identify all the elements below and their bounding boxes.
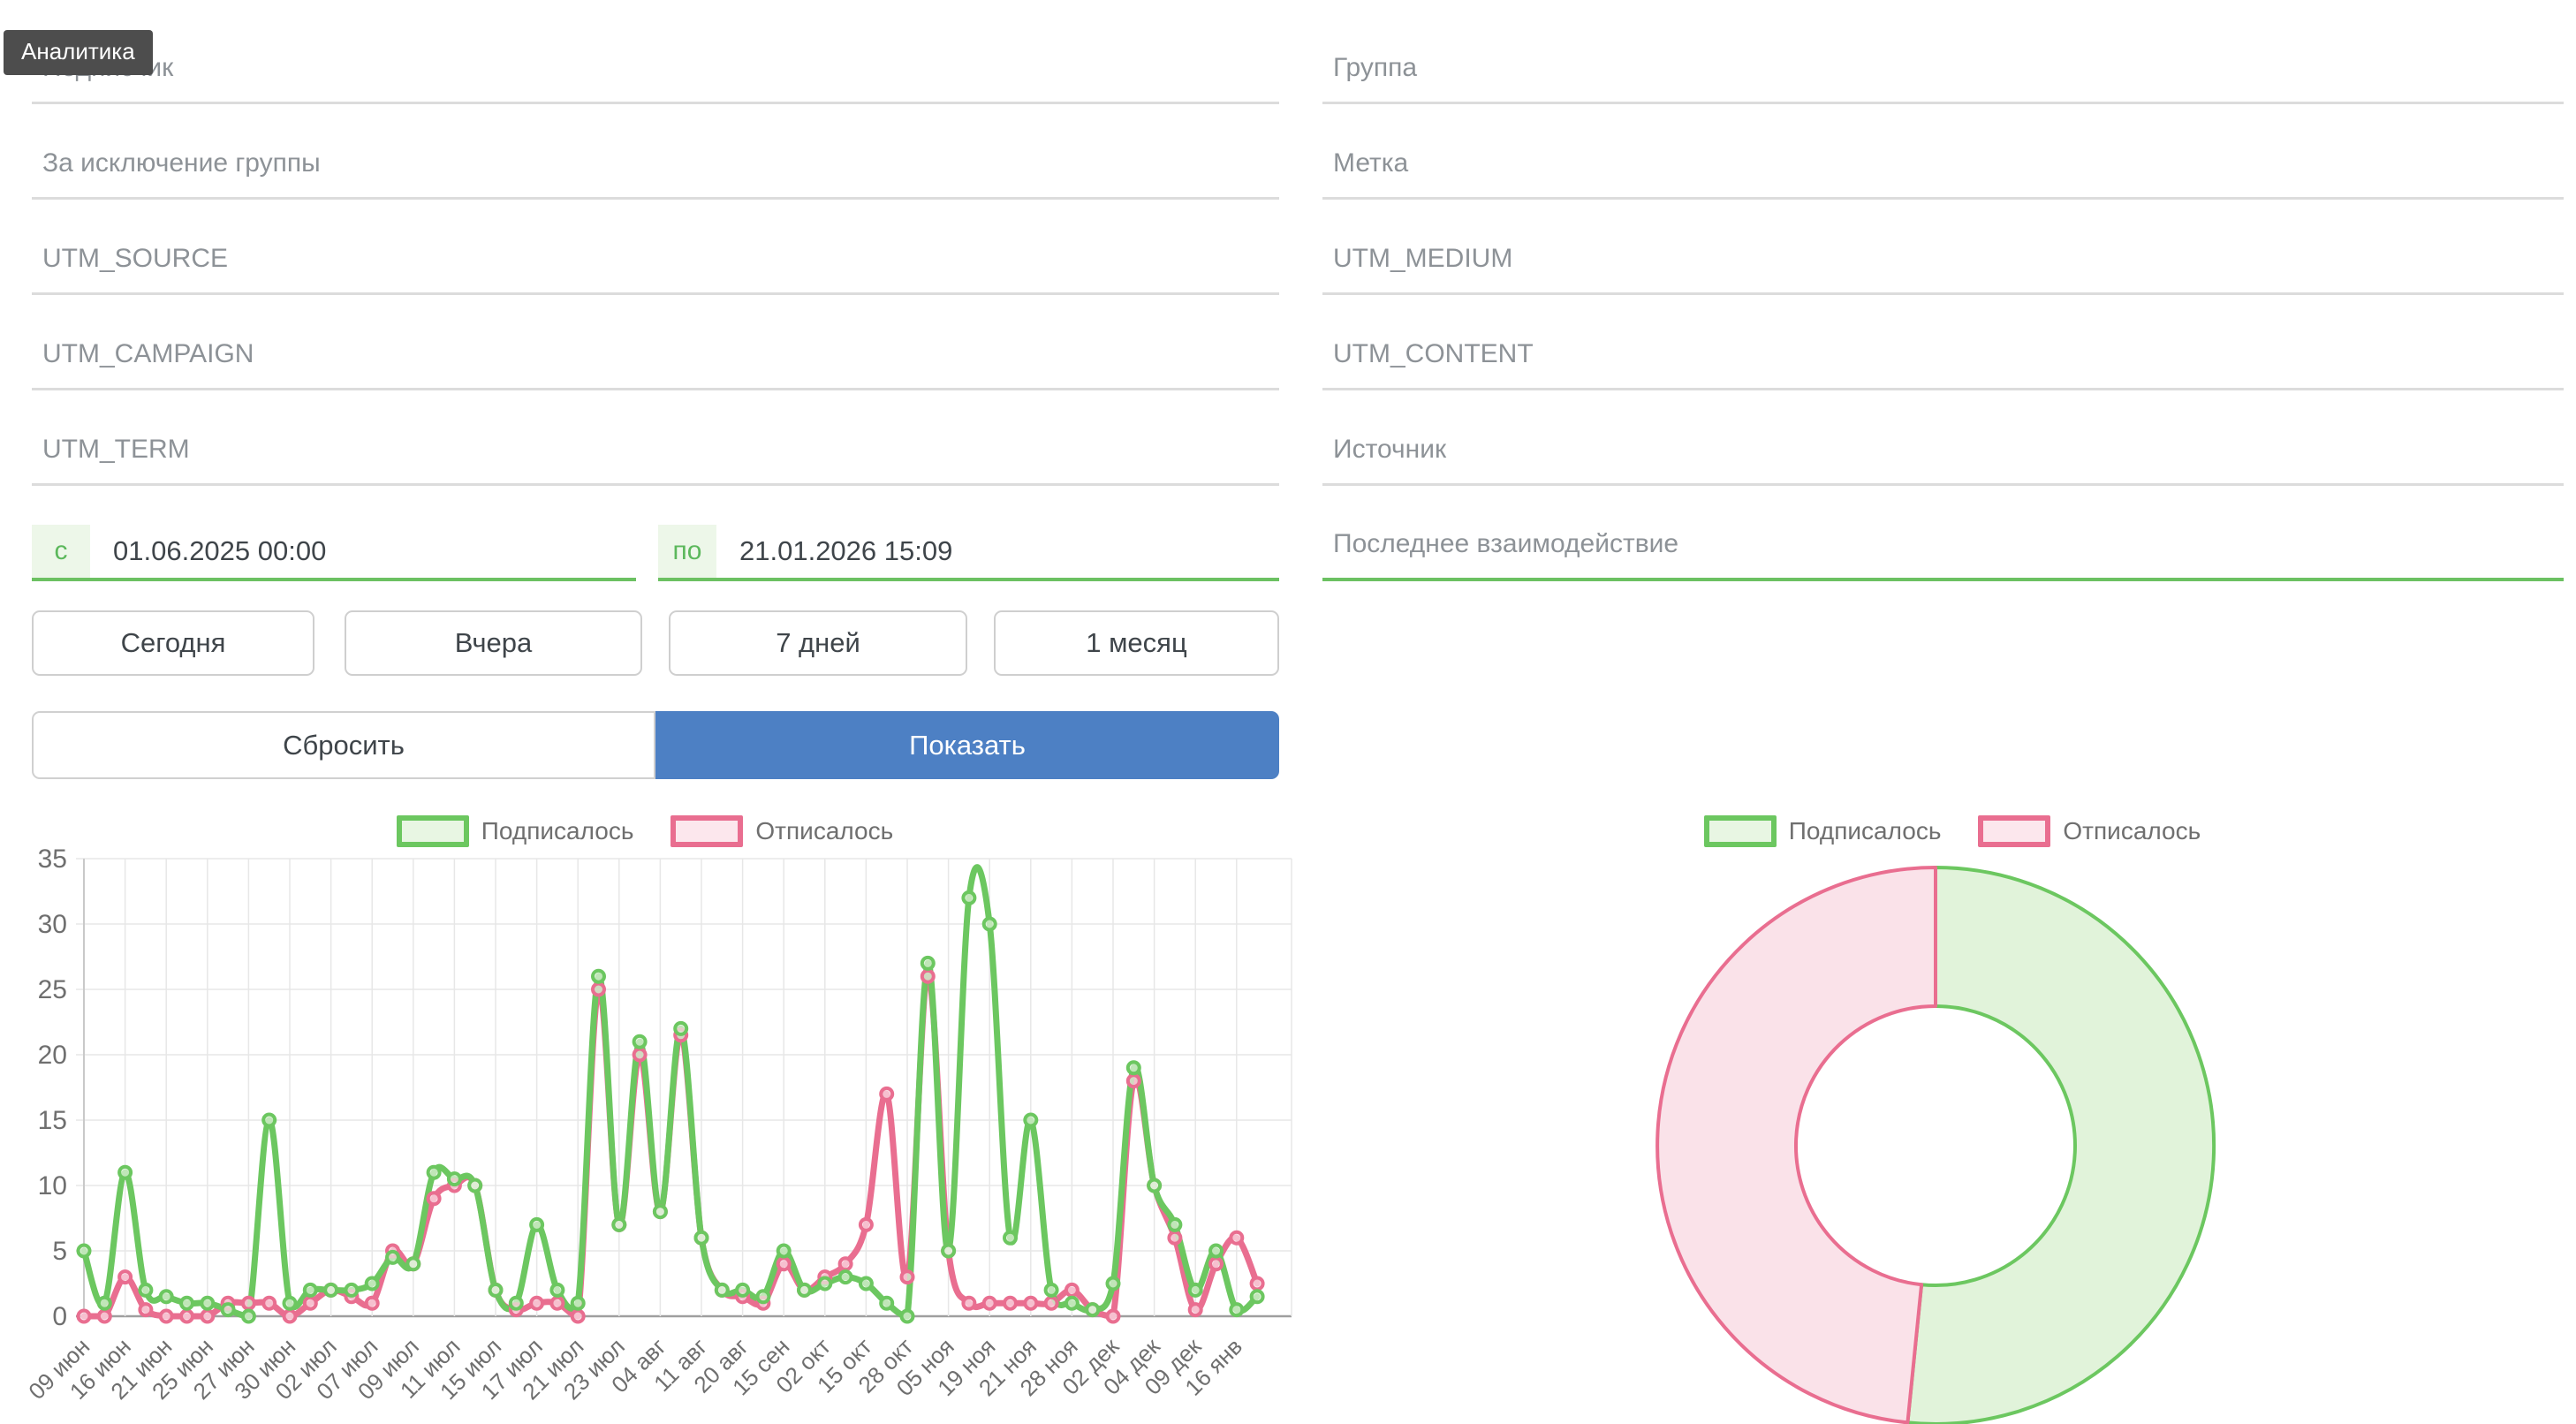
utm-medium-field[interactable] — [1322, 224, 2564, 295]
subscribed-legend-swatch[interactable] — [396, 815, 469, 847]
7days-button[interactable]: 7 дней — [669, 610, 967, 676]
donut-unsubscribed-legend-swatch[interactable] — [1978, 815, 2051, 847]
svg-text:10: 10 — [38, 1171, 67, 1201]
svg-text:35: 35 — [38, 848, 67, 874]
donut-subscribed-legend-label[interactable]: Подписалось — [1788, 817, 1942, 845]
exclude-group-field[interactable] — [32, 129, 1279, 200]
date-from-input[interactable] — [90, 525, 636, 578]
1month-button[interactable]: 1 месяц — [994, 610, 1279, 676]
subscriber-field[interactable] — [32, 34, 1279, 104]
last-interaction-field[interactable] — [1322, 511, 2564, 581]
tag-field[interactable] — [1322, 129, 2564, 200]
svg-text:5: 5 — [52, 1237, 67, 1266]
date-to-label: по — [658, 525, 716, 578]
date-to-group[interactable]: по — [658, 525, 1279, 581]
date-to-input[interactable] — [716, 525, 1279, 578]
utm-term-field[interactable] — [32, 415, 1279, 486]
svg-text:20: 20 — [38, 1041, 67, 1070]
utm-content-input[interactable] — [1322, 320, 2564, 388]
utm-term-input[interactable] — [32, 415, 1279, 483]
show-button[interactable]: Показать — [655, 711, 1279, 779]
subscriber-input[interactable] — [32, 34, 1279, 102]
subscriptions-donut-chart — [1655, 866, 2216, 1424]
utm-content-field[interactable] — [1322, 320, 2564, 390]
utm-campaign-input[interactable] — [32, 320, 1279, 388]
svg-text:25: 25 — [38, 975, 67, 1004]
date-from-group[interactable]: с — [32, 525, 636, 581]
last-interaction-input[interactable] — [1322, 511, 2564, 578]
utm-medium-input[interactable] — [1322, 224, 2564, 292]
svg-text:0: 0 — [52, 1302, 67, 1331]
date-from-label: с — [32, 525, 90, 578]
donut-unsubscribed-legend-label[interactable]: Отписалось — [2063, 817, 2201, 845]
today-button[interactable]: Сегодня — [32, 610, 314, 676]
utm-source-field[interactable] — [32, 224, 1279, 295]
utm-campaign-field[interactable] — [32, 320, 1279, 390]
unsubscribed-legend-label[interactable]: Отписалось — [755, 817, 894, 845]
svg-text:15: 15 — [38, 1106, 67, 1135]
reset-button[interactable]: Сбросить — [32, 711, 655, 779]
group-input[interactable] — [1322, 34, 2564, 102]
yesterday-button[interactable]: Вчера — [345, 610, 642, 676]
donut-subscribed-legend-swatch[interactable] — [1703, 815, 1777, 847]
tag-input[interactable] — [1322, 129, 2564, 197]
unsubscribed-legend-swatch[interactable] — [671, 815, 744, 847]
group-field[interactable] — [1322, 34, 2564, 104]
source-field[interactable] — [1322, 415, 2564, 486]
exclude-group-input[interactable] — [32, 129, 1279, 197]
donut-chart-legend: Подписалось Отписалось — [1696, 811, 2209, 852]
line-chart-legend: Подписалось Отписалось — [389, 811, 901, 852]
source-input[interactable] — [1322, 415, 2564, 483]
analytics-tooltip: Аналитика — [4, 30, 153, 75]
subscribed-legend-label[interactable]: Подписалось — [481, 817, 634, 845]
svg-text:30: 30 — [38, 910, 67, 939]
utm-source-input[interactable] — [32, 224, 1279, 292]
